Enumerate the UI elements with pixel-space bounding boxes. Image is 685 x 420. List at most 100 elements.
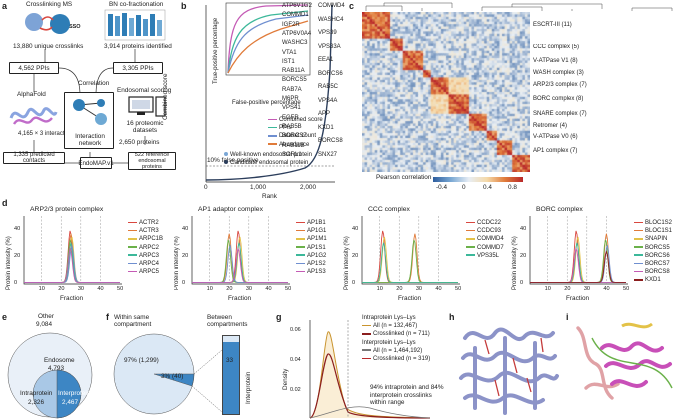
plot-2-ylabel: Protein intensity (%) [344,236,350,290]
plot-1-ytick-1: 20 [182,252,189,259]
plot-2-xtick-0: 10 [376,286,383,292]
plot-1-legend-item-5: AP1S2 [296,260,327,268]
protein-label-right-1: WASHC4 [318,16,344,23]
panel-label-g: g [276,312,282,322]
plot-1-xtick-4: 50 [285,286,292,292]
elution-series-0-6 [24,247,120,283]
g-ytick-1: 0.04 [290,357,301,363]
legend-candidate: Candidate endosomal protein [224,159,312,167]
protein-label-left-16: SORL1 [282,151,302,158]
dsso-label: DSSO [65,24,81,30]
plot-2-xtick-2: 30 [415,286,423,292]
alphafold-label: AlphaFold [17,91,46,98]
plot-0-legend-item-5: ARPC4 [128,260,163,268]
elution-series-2-4 [362,242,458,283]
plot-3-legend-item-2: SNAPIN [634,235,672,243]
complex-label-8: V-ATPase V0 (6) [533,134,578,140]
plot-2-legend-item-4: VPS35L [466,252,504,260]
proteins-identified: 3,914 proteins identified [104,43,172,50]
plot-3-legend-item-6: BORCS8 [634,268,672,276]
plot-0-xlabel: Fraction [60,295,84,302]
protein-label-left-11: VPS41 [282,105,301,112]
plot-0-legend-item-2: ARPC1B [128,235,163,243]
plot-1-legend-item-4: AP1G2 [296,252,327,260]
plot-1-xlabel: Fraction [228,295,252,302]
b-xtick-0: 0 [204,184,208,191]
plot-2-xtick-3: 40 [435,286,442,292]
protein-label-left-3: ATP6V0A4 [282,30,312,37]
structure-h-image [459,327,559,415]
plot-1-legend: AP1B1 AP1G1 AP1M1 AP1S1 AP1G2 AP1S2 AP1S3 [296,219,327,276]
interprotein-label: Interprotein [58,390,91,397]
panel-label-b: b [181,1,187,11]
plot-1-legend-item-1: AP1G1 [296,227,327,235]
correlation-label: Correlation [78,80,110,87]
plot-3-legend-item-0: BLOC1S2 [634,219,672,227]
plot-0-ytick-0: 0 [14,280,18,286]
between-value: 3% (40) [161,373,184,380]
plot-0-legend-item-1: ACTR3 [128,227,163,235]
legend-ppis: PPIs [268,124,323,132]
complex-label-6: SNARE complex (7) [533,111,587,117]
elution-series-1-6 [192,247,288,283]
plot-0-xtick-1: 20 [58,286,65,292]
b-xtick-1: 1,000 [250,184,266,191]
plot-0-ylabel: Protein intensity (%) [6,236,12,290]
complex-label-4: ARP2/3 complex (7) [533,82,587,88]
protein-type-legend: Well-known endosomal protein Candidate e… [224,151,312,167]
ppis-left-label: 4,562 PPIs [18,64,50,72]
inset-legend: Combined score PPIs Dataset count Abunda… [268,116,323,149]
g-legend: Intraprotein Lys–Lys All (n = 132,467) C… [362,314,430,363]
plot-1-legend-item-3: AP1S1 [296,244,327,252]
plot-3-xtick-0: 10 [544,286,551,292]
interprotein-value: 2,467 [62,399,78,406]
crosslink-compartment-pie [7,332,93,419]
within-label: Within same compartment [114,314,152,329]
gel-bands-icon [104,9,166,41]
protein-label-left-15: RAB11B [282,142,305,149]
intraprotein-value: 2,326 [28,399,44,406]
bn-cofractionation-title: BN co-fractionation [109,1,164,8]
plot-0-ytick-2: 40 [14,225,21,232]
protein-label-right-3: VPS33A [318,43,341,50]
other-label: Other [38,313,54,320]
protein-label-right-9: KXD1 [318,124,334,131]
protein-label-left-13: RAB5B [282,123,302,130]
proteins-2650-label: 2,650 proteins [119,139,160,146]
plot-1-ylabel: Protein intensity (%) [174,236,180,290]
alphafold-structure-icon [9,107,58,125]
intra-cross: Crosslinked (n = 711) [362,330,430,338]
legend-dataset-count: Dataset count [268,132,323,140]
reference-proteins-box: 522 reference endosomal proteins [128,152,176,170]
elution-series-2-3 [362,239,458,283]
legend-well-known: Well-known endosomal protein [224,151,312,159]
plot-2-legend-item-2: COMMD4 [466,235,504,243]
ppis-right-box: 3,305 PPIs [113,62,163,74]
protein-label-right-4: EEA1 [318,57,334,63]
plot-2-xlabel: Fraction [398,295,422,302]
elution-series-3-7 [530,250,626,283]
structure-i-image [576,322,673,400]
combined-score-chart [205,4,335,183]
plot-1-title: AP1 adaptor complex [198,206,263,213]
plot-0-legend-item-0: ACTR2 [128,219,163,227]
other-value: 9,084 [36,321,52,328]
panel-label-d: d [2,198,8,208]
interaction-network-box: Interaction network [64,92,114,149]
protein-label-right-6: RAB5C [318,84,339,90]
protein-label-left-0: ATP6V1G2 [282,3,312,9]
inter-all: All (n = 1,464,192) [362,347,430,355]
crosslink-protein-icon [25,13,70,34]
correlation-heatmap [362,12,530,172]
elution-plot-3 [529,216,628,285]
ppis-right-label: 3,305 PPIs [122,64,154,72]
protein-label-right-7: VPS4A [318,97,338,104]
panel-label-f: f [106,312,109,322]
threshold-label: 10% false positive [207,157,259,164]
endosome-value: 4,793 [48,365,64,372]
protein-label-right-2: VPS39 [318,30,337,36]
predicted-contacts-box: 1,335 predicted contacts [3,152,65,164]
plot-3-legend-item-7: KXD1 [634,276,672,284]
interaction-network-icon [73,99,107,125]
protein-label-left-8: BORCS5 [282,77,307,84]
